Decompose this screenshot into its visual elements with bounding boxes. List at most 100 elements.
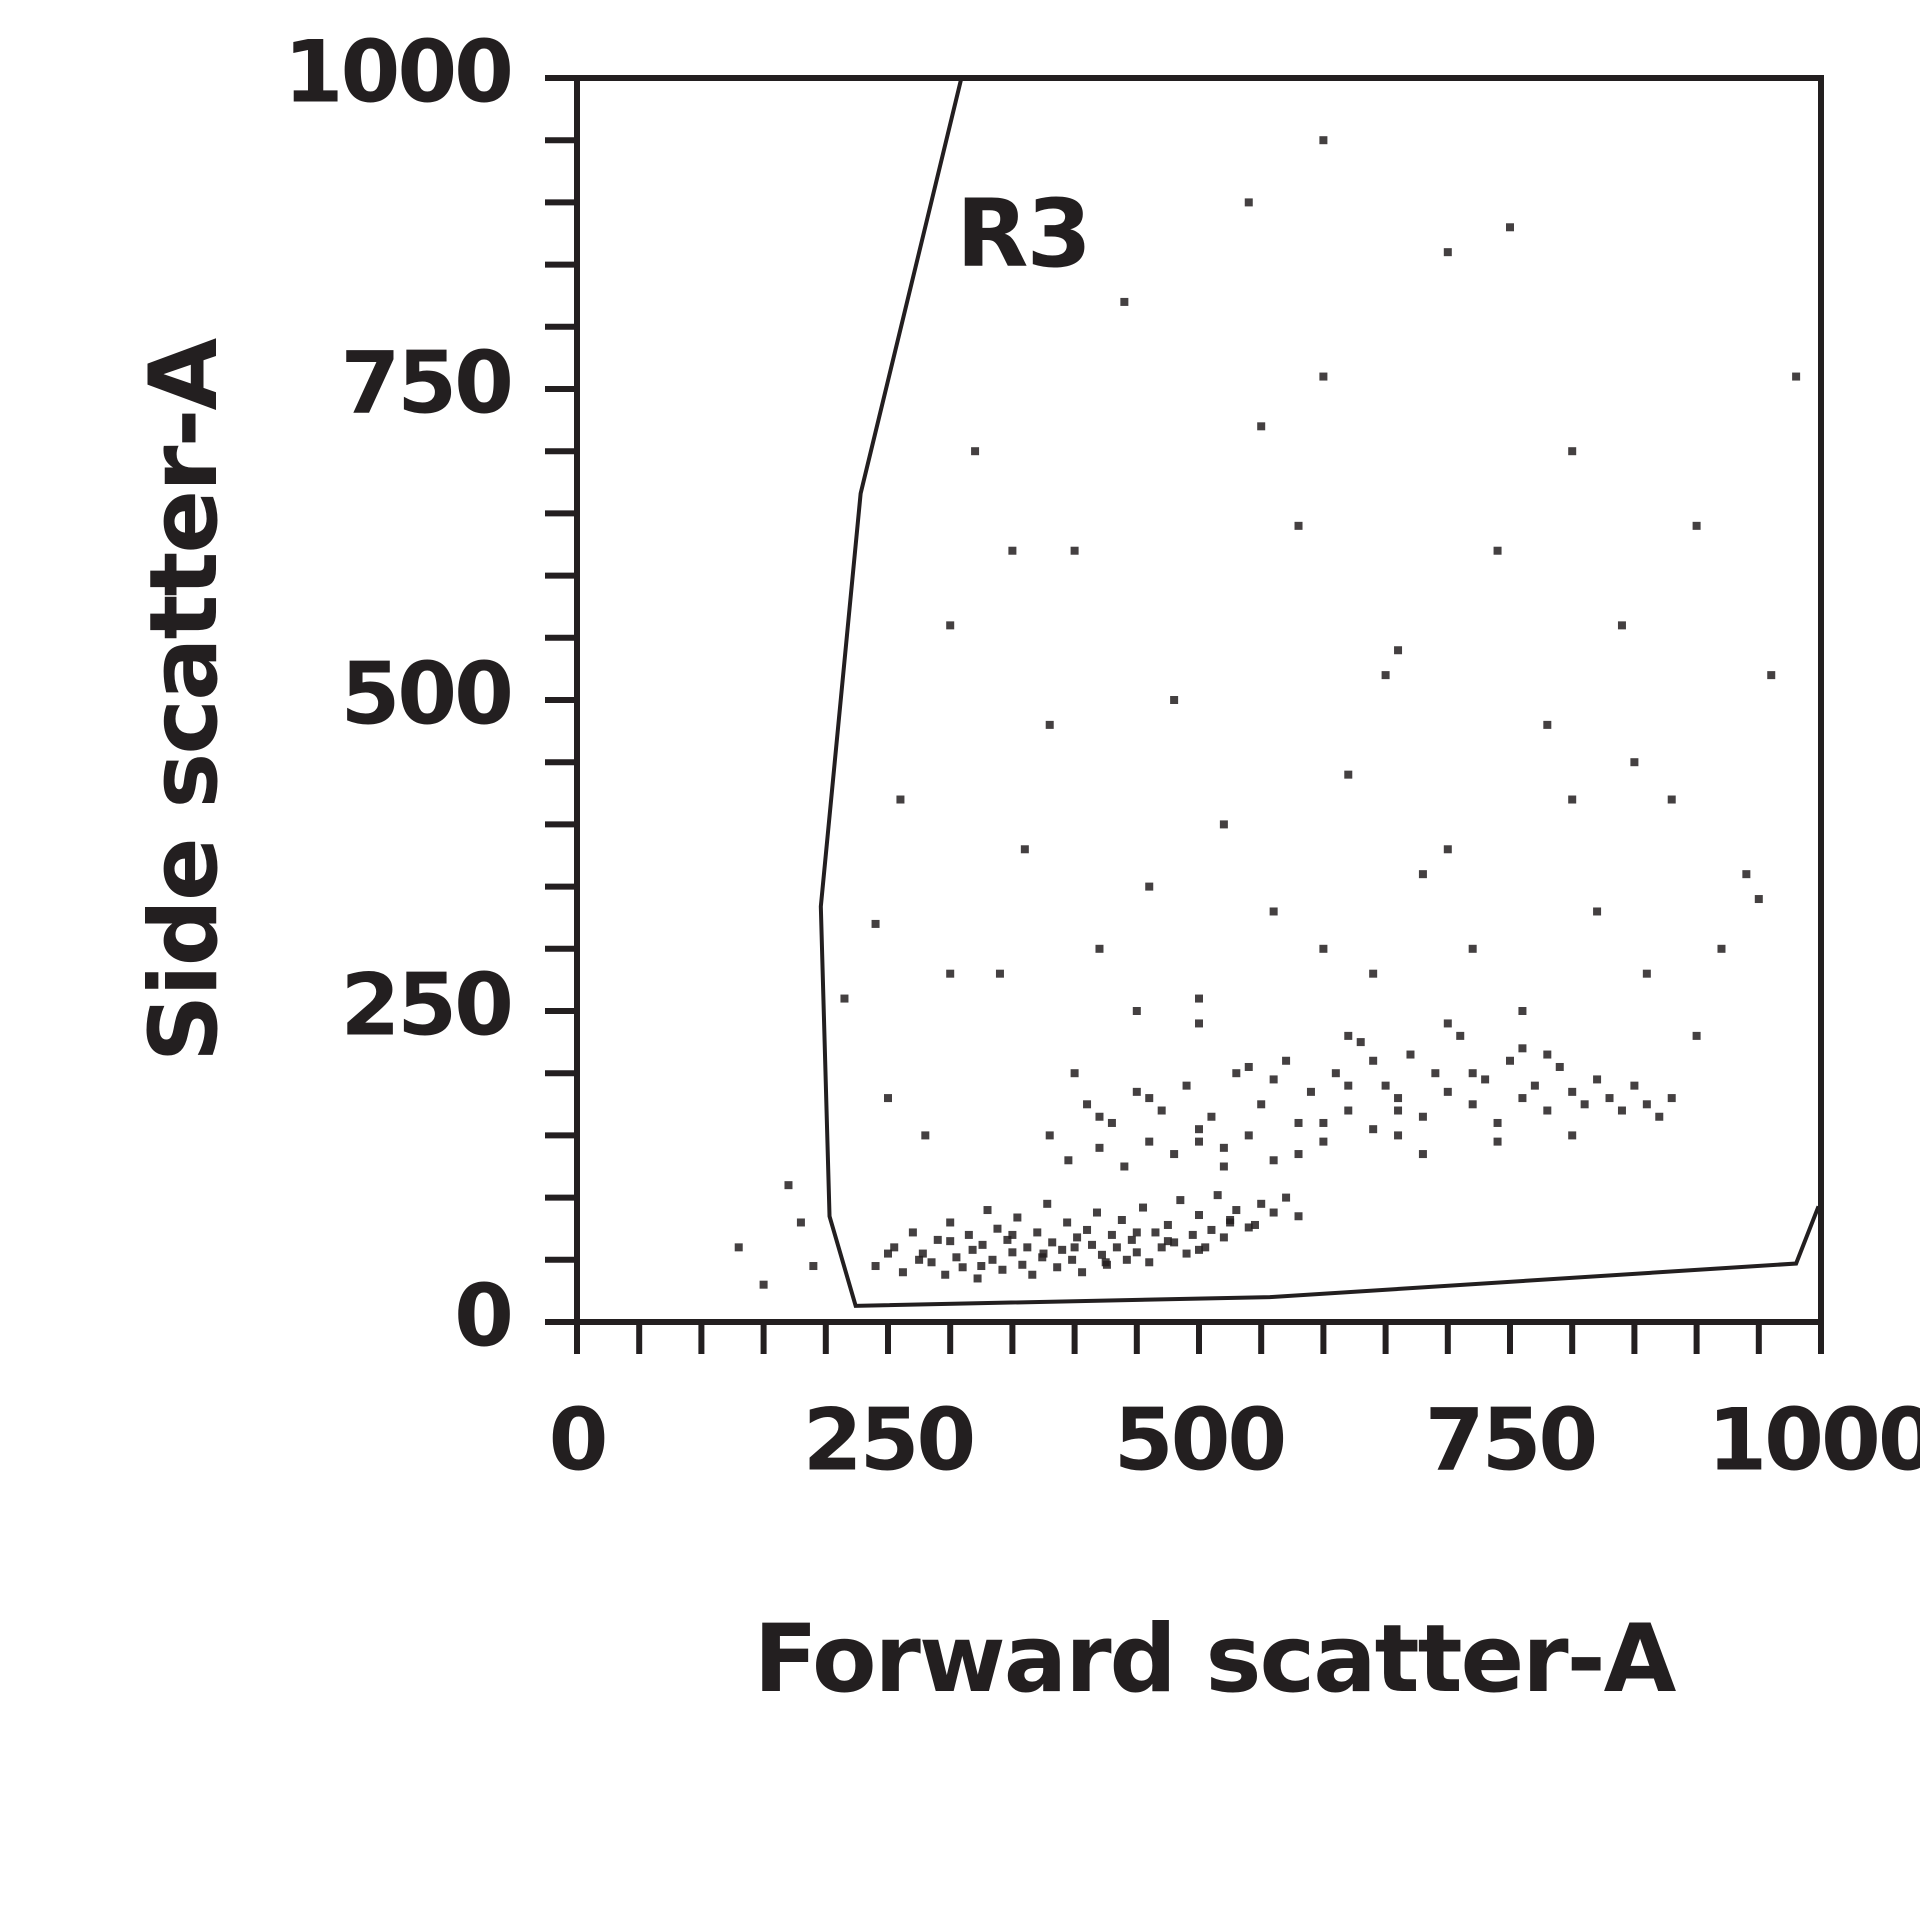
point [1394,646,1403,655]
point [1443,248,1452,257]
point [1493,1137,1502,1146]
point [1418,1112,1427,1121]
point [958,1263,967,1272]
point [1269,1075,1278,1084]
point [915,1255,924,1264]
point [871,1262,880,1271]
point [1381,1081,1390,1090]
point [983,1206,992,1215]
point [1207,1112,1216,1121]
point [1306,1087,1315,1096]
point [1692,521,1701,530]
point [1195,1245,1203,1254]
point [1468,1100,1477,1109]
point [1195,1137,1203,1146]
point [1088,1240,1097,1249]
point [1754,895,1763,904]
point [993,1224,1002,1233]
point [1039,1249,1048,1258]
point [1145,1094,1154,1103]
point [1018,1260,1027,1269]
point [1244,198,1253,207]
point [978,1240,987,1249]
point [1518,1007,1527,1015]
point [884,1094,892,1103]
point [1468,1069,1477,1078]
point [1117,1215,1126,1224]
point [946,1218,955,1227]
point [1095,944,1104,953]
plot-frame [574,75,1824,1325]
point [908,1228,917,1237]
point [1232,1206,1241,1215]
point [1232,1069,1241,1078]
point [1195,1019,1203,1028]
point [1456,1031,1465,1040]
point [921,1131,930,1140]
point [1555,1062,1564,1071]
point [1063,1218,1072,1227]
y-tick-label: 500 [340,644,511,744]
point [1617,1106,1626,1115]
point [1095,1143,1104,1152]
point [1064,1156,1073,1165]
point [1642,969,1651,978]
point [1568,447,1577,456]
point [1070,1243,1079,1252]
point [927,1258,936,1267]
point [1195,1211,1203,1220]
point [1568,795,1577,804]
point [1692,1031,1701,1040]
point [1257,422,1266,431]
point [1294,521,1303,530]
point [1020,845,1029,854]
point [1095,1112,1104,1121]
gate-label: R3 [956,180,1090,289]
point [1356,1038,1365,1047]
point [1101,1258,1110,1267]
y-tick-label: 0 [454,1266,511,1366]
point [1344,1031,1353,1040]
point [1568,1131,1577,1140]
point [1033,1228,1042,1237]
point [898,1268,907,1277]
point [1058,1245,1067,1254]
point [1176,1196,1185,1205]
point [1132,1228,1141,1237]
point [1068,1255,1077,1264]
point [1145,882,1154,891]
point [1767,671,1776,680]
x-tick-label: 250 [803,1390,974,1490]
point [1344,1081,1353,1090]
point [1170,1238,1179,1247]
point [1083,1225,1092,1234]
point [1219,1233,1228,1242]
point [1381,671,1390,680]
point [1083,1100,1092,1109]
point [1667,1094,1676,1103]
point [946,621,955,630]
point [1008,546,1017,555]
point [1518,1044,1527,1053]
point [1493,1118,1502,1127]
point [1319,136,1328,145]
point [1244,1223,1253,1232]
point [1073,1233,1082,1242]
point [734,1243,743,1252]
point [1219,820,1228,829]
x-tick-label: 500 [1114,1390,1285,1490]
point [1163,1237,1172,1246]
point [998,1265,1007,1274]
y-tick-label: 1000 [284,22,511,122]
point [1319,1118,1328,1127]
point [1244,1062,1253,1071]
point [946,1237,955,1246]
point [1045,1131,1054,1140]
point [1630,1081,1639,1090]
point [1655,1112,1664,1121]
point [1394,1094,1403,1103]
point [871,919,880,928]
x-tick-label: 1000 [1707,1390,1920,1490]
point [918,1249,927,1258]
